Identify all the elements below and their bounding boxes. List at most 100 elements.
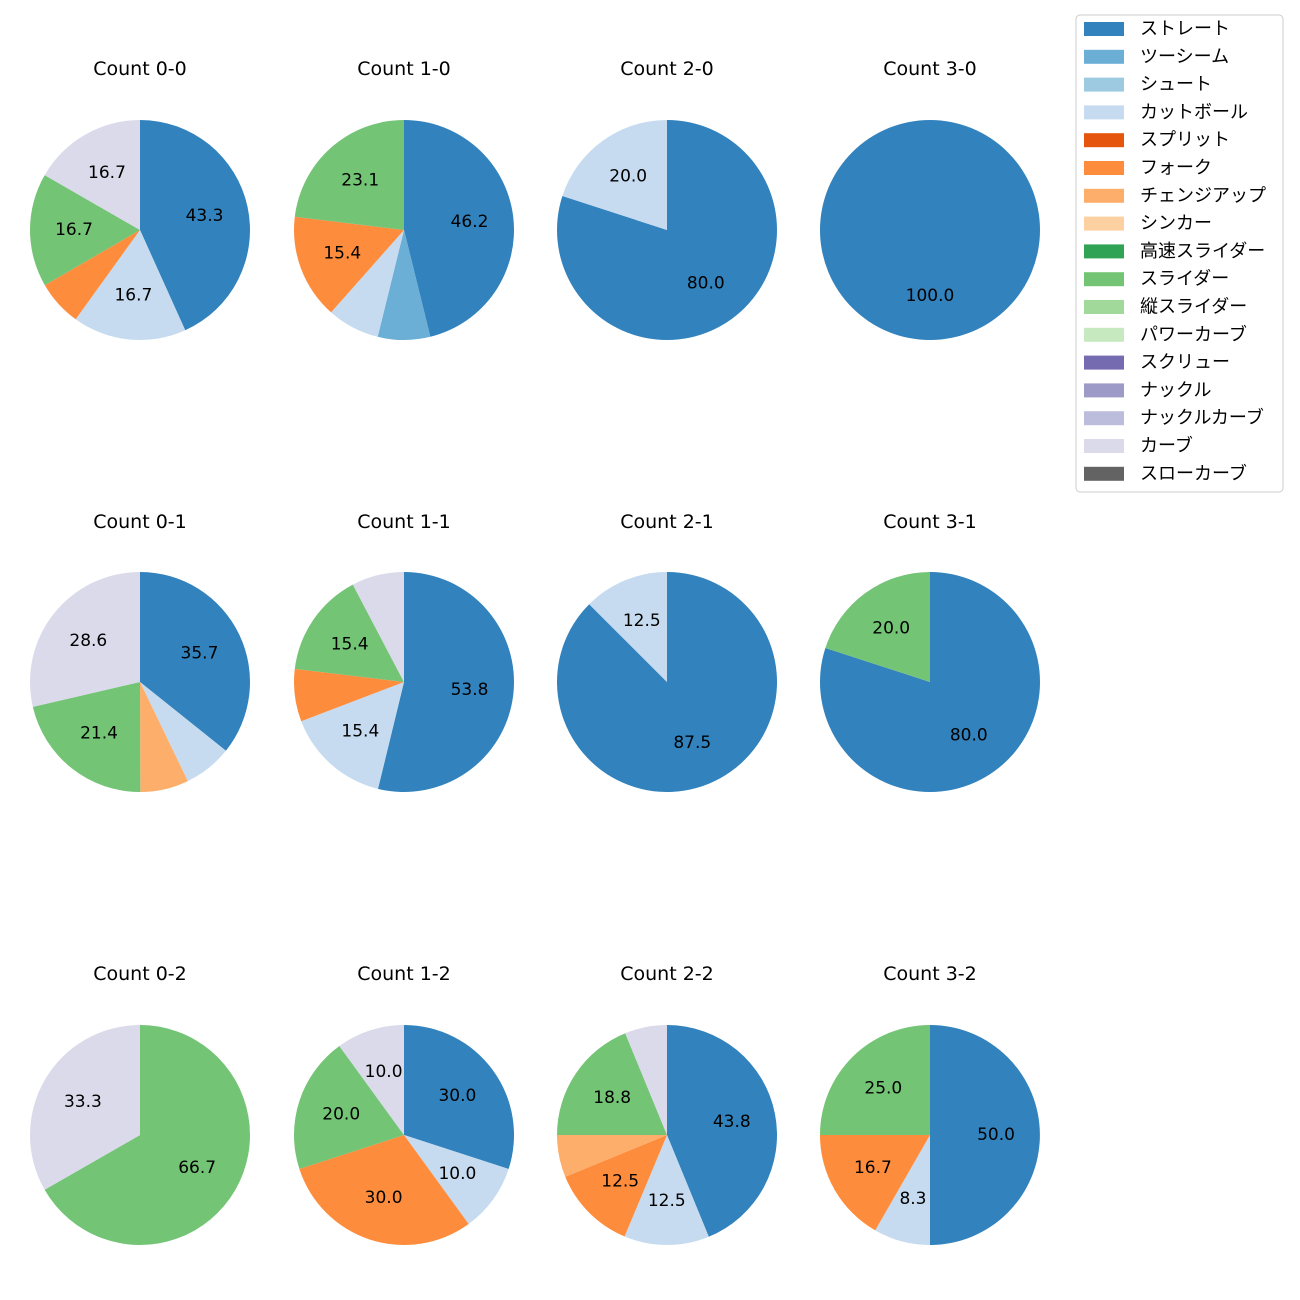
pie-slice [624, 1135, 709, 1246]
legend-item: ストレート [1084, 19, 1230, 40]
pie-slice [625, 1025, 667, 1135]
pie-slice [404, 1025, 514, 1169]
legend-item: カーブ [1084, 435, 1193, 457]
legend-item: ツーシーム [1084, 46, 1229, 67]
slice-label: 28.6 [69, 631, 107, 651]
pie-count-0-2: Count 0-2 66.7 33.3 [29, 963, 251, 1245]
slice-label: 12.5 [623, 611, 661, 631]
legend-item: ナックル [1084, 380, 1211, 401]
pie-count-3-0: Count 3-0 100.0 [820, 58, 1040, 340]
pie-slice [404, 1135, 509, 1224]
legend-swatch [1084, 411, 1124, 426]
legend-swatch [1084, 439, 1124, 453]
legend: ストレートツーシームシュートカットボールスプリットフォークチェンジアップシンカー… [1075, 14, 1284, 493]
pie-slice [352, 572, 404, 682]
legend-items: ストレートツーシームシュートカットボールスプリットフォークチェンジアップシンカー… [1084, 19, 1266, 484]
legend-label: シュート [1140, 74, 1212, 95]
legend-swatch [1084, 105, 1124, 120]
slice-label: 20.0 [872, 619, 910, 639]
pie-slice [377, 572, 514, 792]
legend-item: パワーカーブ [1084, 323, 1247, 345]
pie-slice [557, 1033, 667, 1135]
slice-label: 15.4 [323, 243, 361, 263]
legend-item: スライダー [1084, 269, 1229, 290]
legend-swatch [1084, 188, 1124, 203]
legend-item: スクリュー [1084, 352, 1230, 373]
legend-swatch [1084, 49, 1124, 64]
legend-label: カットボール [1140, 102, 1248, 123]
slice-label: 66.7 [178, 1158, 216, 1178]
legend-label: スクリュー [1140, 352, 1230, 373]
pie-slice [294, 216, 404, 313]
slice-label: 80.0 [687, 273, 725, 293]
legend-swatch [1084, 466, 1124, 481]
pie-title: Count 2-0 [620, 58, 714, 80]
legend-item: カットボール [1084, 102, 1248, 123]
pie-slice [557, 1135, 667, 1177]
pie-title: Count 3-0 [883, 58, 977, 80]
pie-slice [667, 1025, 777, 1237]
legend-swatch [1084, 22, 1124, 36]
slice-label: 15.4 [331, 635, 369, 655]
legend-item: フォーク [1084, 158, 1212, 179]
pie-slice [140, 572, 250, 751]
legend-item: スプリット [1084, 130, 1230, 151]
legend-label: スプリット [1140, 130, 1230, 151]
pie-slice [75, 230, 186, 340]
legend-label: ストレート [1140, 19, 1230, 40]
slice-label: 100.0 [906, 286, 955, 306]
pie-title: Count 1-2 [357, 963, 451, 985]
slice-label: 15.4 [341, 722, 379, 742]
pie-count-2-1: Count 2-1 87.5 12.5 [557, 511, 778, 792]
pie-title: Count 3-1 [883, 511, 977, 533]
pie-title: Count 0-1 [93, 511, 187, 533]
pie-slice [301, 682, 404, 789]
legend-swatch [1084, 272, 1124, 287]
legend-label: 縦スライダー [1140, 297, 1247, 318]
slice-label: 30.0 [438, 1086, 476, 1106]
pie-slice [29, 175, 141, 286]
legend-item: 高速スライダー [1084, 241, 1265, 262]
legend-label: チェンジアップ [1140, 185, 1266, 206]
pie-title: Count 3-2 [883, 963, 977, 985]
legend-label: パワーカーブ [1140, 323, 1247, 345]
pie-slice [140, 682, 188, 792]
legend-item: シンカー [1084, 213, 1212, 234]
pie-title: Count 0-0 [93, 58, 187, 80]
pie-slice [589, 572, 667, 682]
legend-swatch [1084, 300, 1124, 314]
slice-label: 12.5 [648, 1191, 686, 1211]
pie-slice [557, 572, 778, 792]
legend-swatch [1084, 161, 1124, 175]
pie-title: Count 2-1 [620, 511, 714, 533]
pie-slice [29, 1025, 141, 1190]
pie-slice [44, 1025, 251, 1245]
legend-swatch [1084, 383, 1124, 398]
pie-slice [294, 584, 404, 682]
pie-slice [140, 682, 226, 782]
pie-slice [404, 120, 514, 337]
pie-slice [331, 230, 404, 337]
pie-count-2-0: Count 2-0 80.0 20.0 [556, 58, 777, 340]
pie-title: Count 0-2 [93, 963, 187, 985]
pie-title: Count 1-0 [357, 58, 451, 80]
legend-label: 高速スライダー [1140, 241, 1265, 262]
slice-label: 35.7 [181, 643, 219, 663]
slice-label: 30.0 [365, 1188, 403, 1208]
pie-count-3-2: Count 3-2 50.0 8.3 16.7 25.0 [819, 963, 1040, 1245]
pie-count-3-1: Count 3-1 80.0 20.0 [819, 511, 1040, 792]
legend-swatch [1084, 355, 1124, 370]
legend-swatch [1084, 77, 1124, 92]
pie-count-0-0: Count 0-0 43.3 16.7 16.7 16.7 [29, 58, 250, 340]
pie-slice [294, 120, 404, 230]
legend-label: シンカー [1140, 213, 1212, 234]
slice-label: 10.0 [438, 1164, 476, 1184]
slice-label: 10.0 [365, 1062, 403, 1082]
pie-slice [299, 1135, 469, 1245]
pie-slice [875, 1135, 930, 1245]
pie-slice [294, 668, 404, 722]
pie-count-2-2: Count 2-2 43.8 12.5 12.5 18.8 [557, 963, 777, 1246]
slice-label: 87.5 [673, 733, 711, 753]
slice-label: 25.0 [864, 1078, 902, 1098]
